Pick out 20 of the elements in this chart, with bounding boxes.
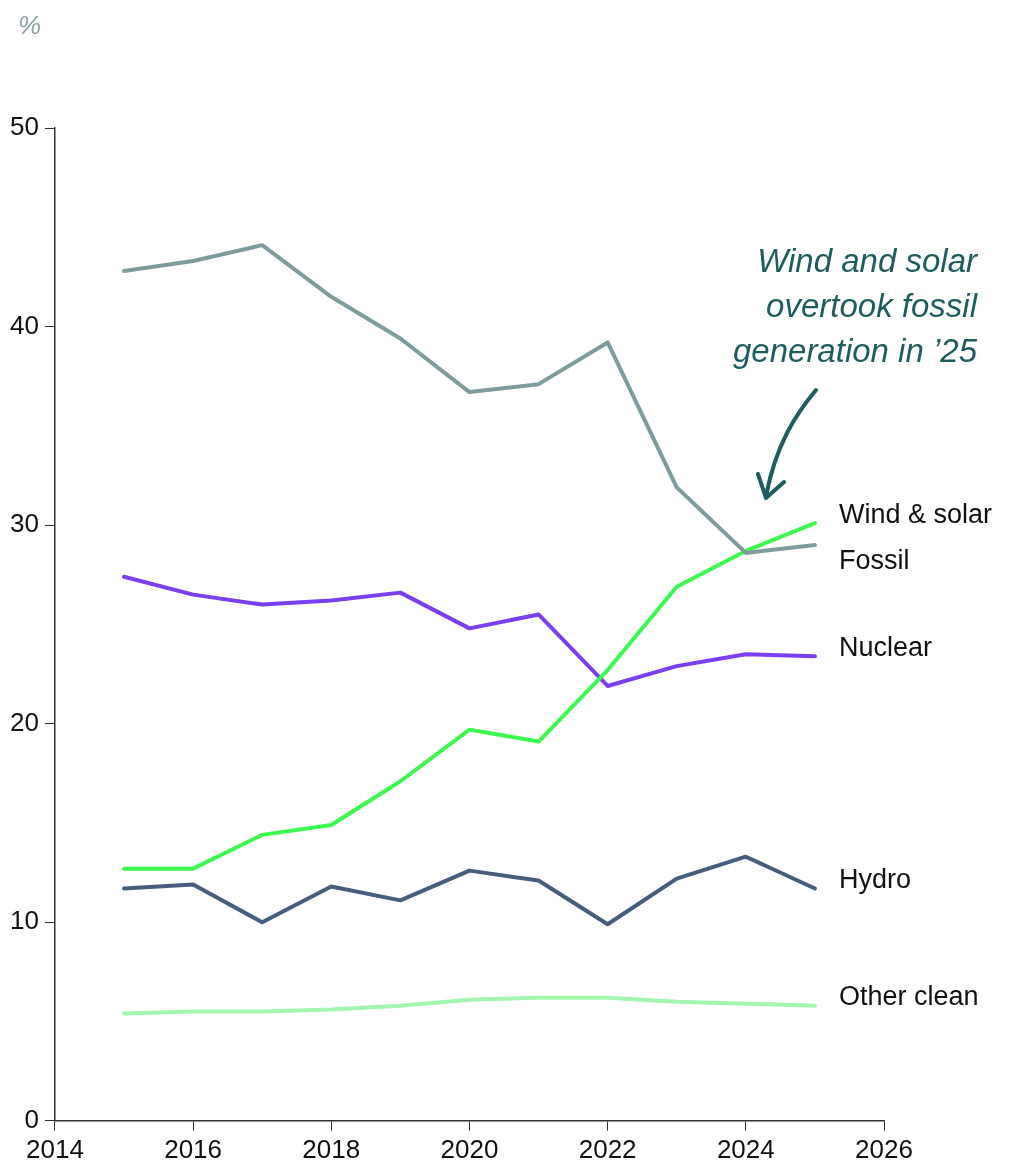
y-axis-title: % (18, 10, 42, 41)
x-tick-label: 2026 (855, 1133, 913, 1164)
x-tick-label: 2014 (26, 1133, 84, 1164)
x-tick-label: 2024 (716, 1133, 775, 1164)
series-label: Hydro (838, 863, 911, 894)
x-tick-label: 2022 (578, 1133, 637, 1164)
y-tick-label: 40 (10, 309, 39, 340)
x-tick-label: 2020 (440, 1133, 499, 1164)
y-tick-label: 10 (10, 905, 39, 936)
y-tick-label: 0 (24, 1103, 39, 1134)
y-tick-label: 20 (10, 706, 39, 737)
series-label: Nuclear (838, 631, 932, 662)
series-label: Fossil (838, 544, 910, 575)
annotation: Wind and solar overtook fossil generation in ’25 (732, 242, 979, 369)
y-tick-label: 50 (10, 111, 39, 142)
y-tick-label: 30 (10, 508, 39, 539)
x-tick-label: 2018 (302, 1133, 361, 1164)
x-tick-label: 2016 (164, 1133, 223, 1164)
series-label: Other clean (838, 981, 979, 1012)
series-label: Wind & solar (838, 498, 992, 529)
